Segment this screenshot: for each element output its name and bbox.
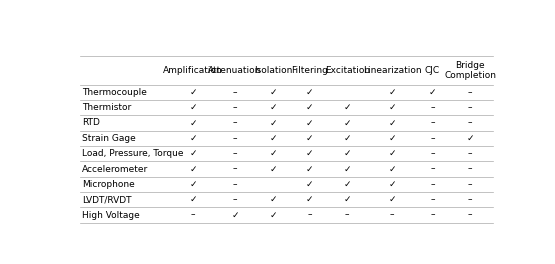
Text: –: – <box>233 119 237 128</box>
Text: Amplification: Amplification <box>163 66 223 75</box>
Text: –: – <box>307 211 312 220</box>
Text: –: – <box>430 119 435 128</box>
Text: Load, Pressure, Torque: Load, Pressure, Torque <box>82 149 183 158</box>
Text: –: – <box>430 103 435 112</box>
Text: –: – <box>233 149 237 158</box>
Text: ✓: ✓ <box>344 164 351 173</box>
Text: ✓: ✓ <box>270 103 277 112</box>
Text: –: – <box>468 180 472 189</box>
Text: ✓: ✓ <box>388 195 396 204</box>
Text: ✓: ✓ <box>306 180 314 189</box>
Text: ✓: ✓ <box>270 211 277 220</box>
Text: –: – <box>468 211 472 220</box>
Text: –: – <box>233 103 237 112</box>
Text: –: – <box>430 134 435 143</box>
Text: ✓: ✓ <box>344 149 351 158</box>
Text: Attenuation: Attenuation <box>208 66 261 75</box>
Text: –: – <box>345 211 350 220</box>
Text: Excitation: Excitation <box>325 66 370 75</box>
Text: –: – <box>430 149 435 158</box>
Text: Thermistor: Thermistor <box>82 103 131 112</box>
Text: –: – <box>468 164 472 173</box>
Text: Linearization: Linearization <box>363 66 421 75</box>
Text: ✓: ✓ <box>270 149 277 158</box>
Text: ✓: ✓ <box>306 164 314 173</box>
Text: Accelerometer: Accelerometer <box>82 164 148 173</box>
Text: –: – <box>390 211 395 220</box>
Text: Microphone: Microphone <box>82 180 135 189</box>
Text: –: – <box>430 180 435 189</box>
Text: ✓: ✓ <box>306 195 314 204</box>
Text: Filtering: Filtering <box>291 66 328 75</box>
Text: ✓: ✓ <box>189 119 197 128</box>
Text: ✓: ✓ <box>388 164 396 173</box>
Text: –: – <box>233 164 237 173</box>
Text: ✓: ✓ <box>306 88 314 97</box>
Text: ✓: ✓ <box>189 134 197 143</box>
Text: –: – <box>191 211 195 220</box>
Text: ✓: ✓ <box>388 180 396 189</box>
Text: ✓: ✓ <box>270 164 277 173</box>
Text: ✓: ✓ <box>189 164 197 173</box>
Text: ✓: ✓ <box>270 134 277 143</box>
Text: –: – <box>430 164 435 173</box>
Text: LVDT/RVDT: LVDT/RVDT <box>82 195 132 204</box>
Text: ✓: ✓ <box>231 211 239 220</box>
Text: CJC: CJC <box>425 66 440 75</box>
Text: –: – <box>430 195 435 204</box>
Text: Bridge
Completion: Bridge Completion <box>445 61 496 80</box>
Text: –: – <box>233 88 237 97</box>
Text: –: – <box>468 149 472 158</box>
Text: ✓: ✓ <box>388 119 396 128</box>
Text: RTD: RTD <box>82 119 100 128</box>
Text: Isolation: Isolation <box>254 66 292 75</box>
Text: ✓: ✓ <box>306 134 314 143</box>
Text: –: – <box>468 103 472 112</box>
Text: ✓: ✓ <box>388 134 396 143</box>
Text: ✓: ✓ <box>270 119 277 128</box>
Text: Strain Gage: Strain Gage <box>82 134 135 143</box>
Text: ✓: ✓ <box>344 134 351 143</box>
Text: –: – <box>233 180 237 189</box>
Text: ✓: ✓ <box>306 103 314 112</box>
Text: ✓: ✓ <box>306 119 314 128</box>
Text: ✓: ✓ <box>270 195 277 204</box>
Text: ✓: ✓ <box>467 134 474 143</box>
Text: Thermocouple: Thermocouple <box>82 88 147 97</box>
Text: –: – <box>233 134 237 143</box>
Text: –: – <box>430 211 435 220</box>
Text: ✓: ✓ <box>189 103 197 112</box>
Text: ✓: ✓ <box>270 88 277 97</box>
Text: ✓: ✓ <box>344 195 351 204</box>
Text: ✓: ✓ <box>388 103 396 112</box>
Text: ✓: ✓ <box>189 149 197 158</box>
Text: ✓: ✓ <box>344 180 351 189</box>
Text: ✓: ✓ <box>344 103 351 112</box>
Text: ✓: ✓ <box>189 88 197 97</box>
Text: ✓: ✓ <box>189 180 197 189</box>
Text: ✓: ✓ <box>428 88 436 97</box>
Text: ✓: ✓ <box>306 149 314 158</box>
Text: ✓: ✓ <box>388 149 396 158</box>
Text: ✓: ✓ <box>189 195 197 204</box>
Text: High Voltage: High Voltage <box>82 211 140 220</box>
Text: ✓: ✓ <box>344 119 351 128</box>
Text: ✓: ✓ <box>388 88 396 97</box>
Text: –: – <box>233 195 237 204</box>
Text: –: – <box>468 119 472 128</box>
Text: –: – <box>468 88 472 97</box>
Text: –: – <box>468 195 472 204</box>
